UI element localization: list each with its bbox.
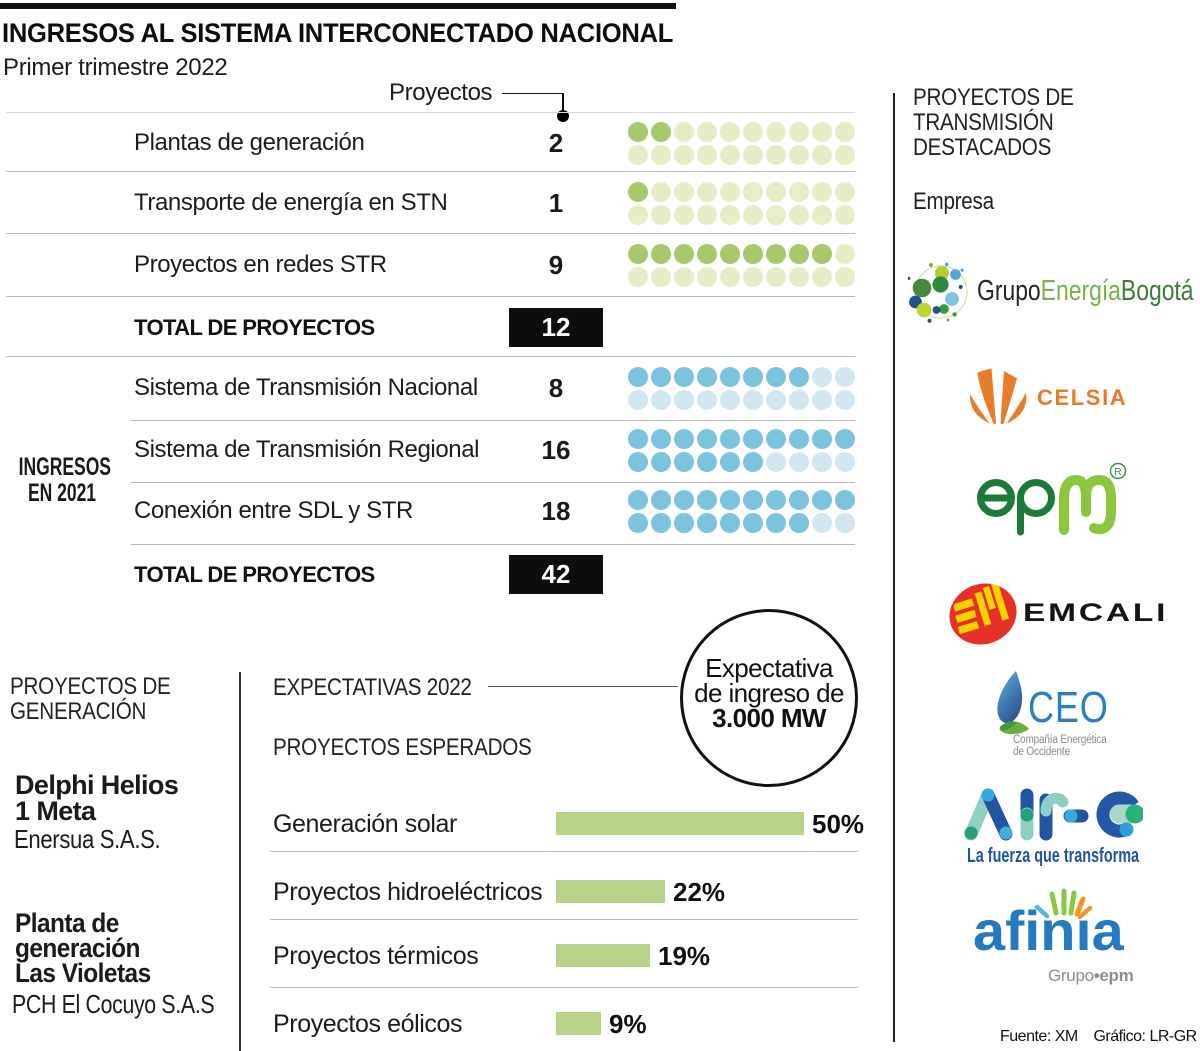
svg-text:R: R	[1114, 467, 1121, 478]
